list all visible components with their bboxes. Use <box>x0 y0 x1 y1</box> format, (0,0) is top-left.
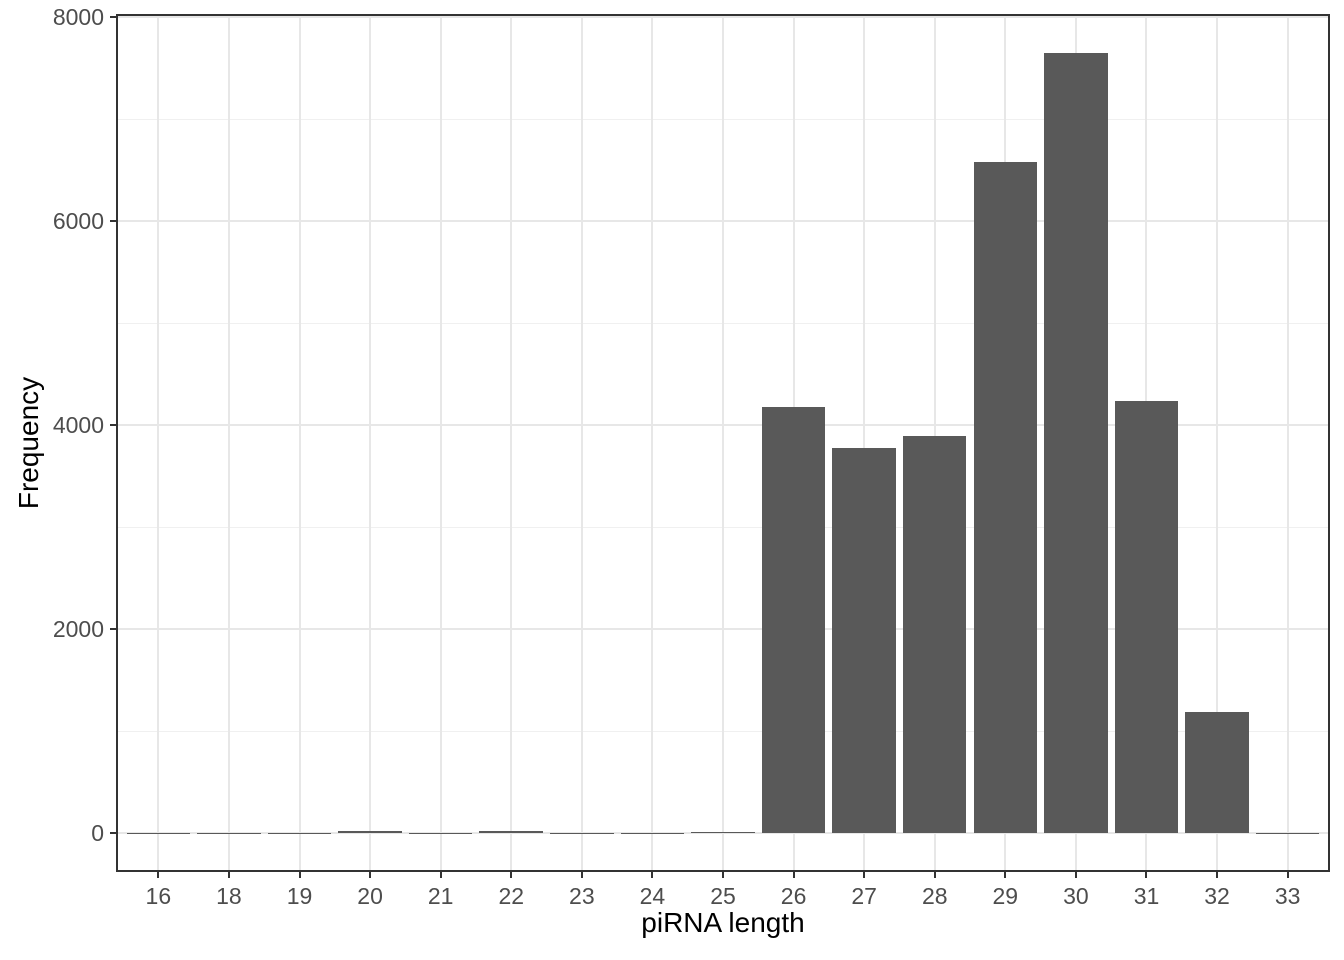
x-tick-label: 31 <box>1133 883 1160 909</box>
y-axis-title: Frequency <box>13 376 44 510</box>
gridline-x-major <box>157 14 160 872</box>
x-tick-mark <box>933 872 936 878</box>
gridline-x-major <box>580 14 583 872</box>
x-tick-label: 33 <box>1274 883 1301 909</box>
x-tick-mark <box>439 872 442 878</box>
y-tick-mark <box>110 16 116 19</box>
y-tick-mark <box>110 628 116 631</box>
gridline-x-major <box>651 14 654 872</box>
x-tick-label: 18 <box>216 883 242 909</box>
gridline-x-major <box>863 14 866 872</box>
x-tick-mark <box>792 872 795 878</box>
y-tick-mark <box>110 424 116 427</box>
gridline-x-major <box>510 14 513 872</box>
plot-panel <box>116 14 1330 872</box>
x-tick-label: 23 <box>569 883 595 909</box>
x-tick-label: 27 <box>851 883 877 909</box>
y-tick-label: 0 <box>91 820 104 846</box>
x-tick-label: 32 <box>1204 883 1230 909</box>
gridline-x-major <box>298 14 301 872</box>
bar-22 <box>479 831 543 833</box>
x-tick-mark <box>227 872 230 878</box>
bar-29 <box>973 162 1038 833</box>
x-tick-mark <box>157 872 160 878</box>
y-tick-mark <box>110 220 116 223</box>
x-tick-mark <box>1004 872 1007 878</box>
y-tick-label: 8000 <box>52 4 104 31</box>
x-tick-mark <box>510 872 513 878</box>
x-tick-mark <box>1074 872 1077 878</box>
y-tick-label: 4000 <box>52 412 104 439</box>
bar-27 <box>832 447 896 833</box>
x-tick-mark <box>298 872 301 878</box>
x-tick-mark <box>1145 872 1148 878</box>
gridline-x-major <box>369 14 372 872</box>
y-tick-mark <box>110 832 116 834</box>
x-tick-label: 20 <box>357 883 383 909</box>
bar-26 <box>761 406 826 833</box>
gridline-x-major <box>1286 14 1289 872</box>
panel-border <box>116 14 1330 872</box>
x-tick-label: 25 <box>710 883 736 909</box>
x-tick-mark <box>863 872 866 878</box>
gridline-x-major <box>439 14 442 872</box>
x-tick-label: 24 <box>639 883 666 909</box>
x-axis-title: piRNA length <box>641 907 805 938</box>
bar-31 <box>1114 400 1179 833</box>
x-tick-mark <box>369 872 372 878</box>
x-tick-mark <box>651 872 654 878</box>
bar-20 <box>338 830 402 833</box>
x-tick-label: 26 <box>780 883 807 909</box>
bar-28 <box>902 436 967 833</box>
x-tick-label: 16 <box>145 883 172 909</box>
x-tick-label: 28 <box>921 883 948 909</box>
x-tick-mark <box>1216 872 1219 878</box>
y-tick-label: 2000 <box>52 616 104 643</box>
bar-25 <box>691 831 755 833</box>
x-tick-label: 29 <box>992 883 1019 909</box>
gridline-x-major <box>722 14 724 872</box>
x-tick-mark <box>580 872 583 878</box>
x-tick-mark <box>722 872 724 878</box>
x-tick-label: 21 <box>427 883 454 909</box>
x-tick-label: 22 <box>498 883 525 909</box>
x-tick-mark <box>1286 872 1289 878</box>
bar-30 <box>1044 53 1108 833</box>
gridline-x-major <box>227 14 230 872</box>
y-tick-label: 6000 <box>52 208 104 235</box>
gridline-x-major <box>1216 14 1219 872</box>
bar-32 <box>1185 711 1249 833</box>
x-tick-label: 30 <box>1063 883 1089 909</box>
x-tick-label: 19 <box>286 883 313 909</box>
